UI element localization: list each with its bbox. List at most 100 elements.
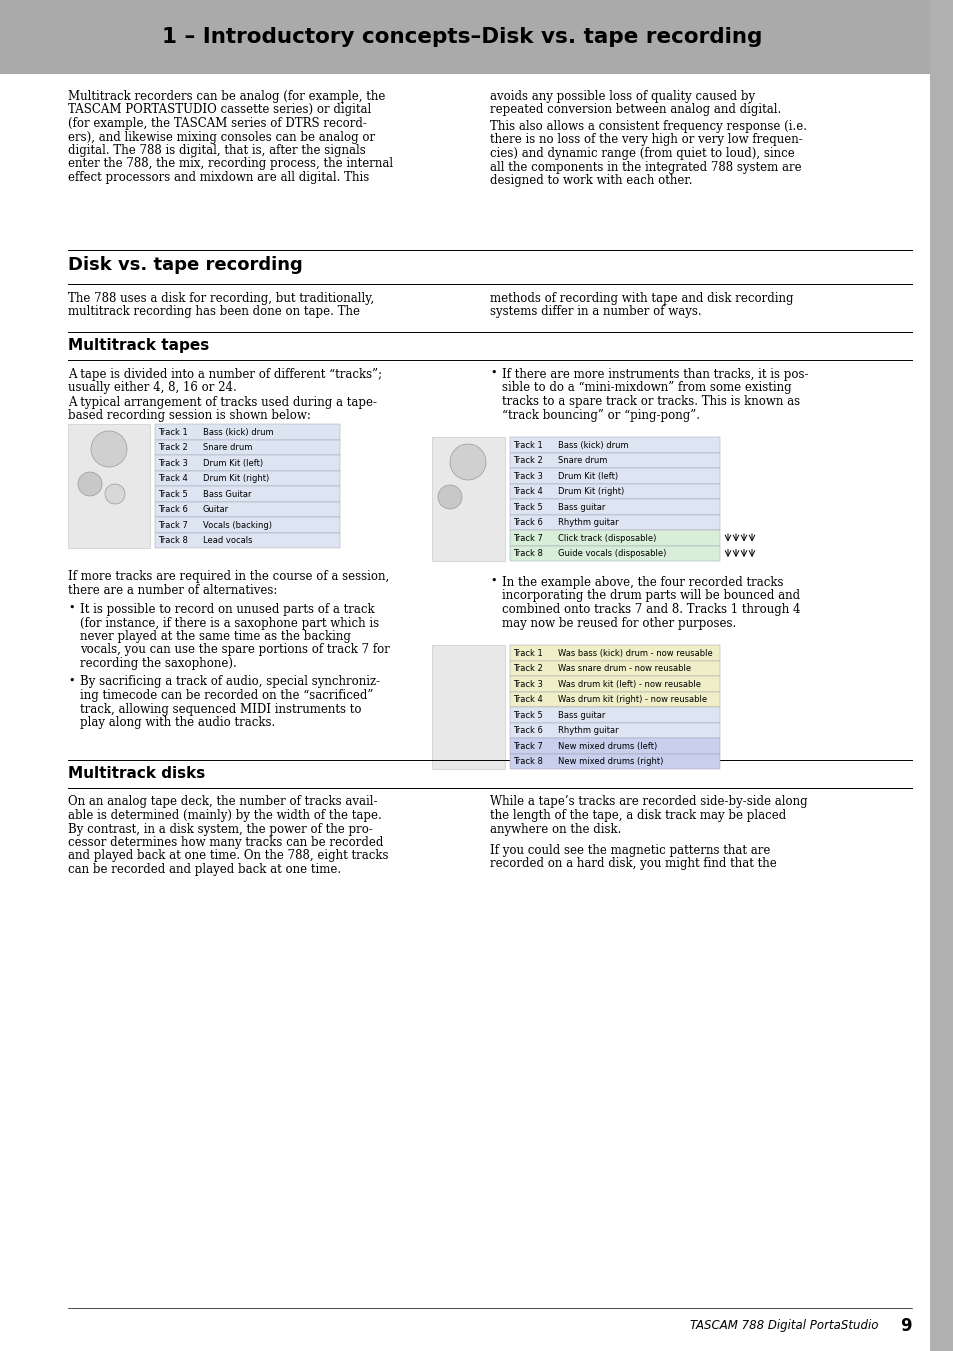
Bar (510, 499, 720, 515)
Text: In the example above, the four recorded tracks: In the example above, the four recorded … (501, 576, 782, 589)
Bar (510, 692, 720, 707)
Text: Bass Guitar: Bass Guitar (203, 490, 252, 499)
Text: 9: 9 (899, 1317, 911, 1335)
Text: avoids any possible loss of quality caused by: avoids any possible loss of quality caus… (490, 91, 755, 103)
Text: Disk vs. tape recording: Disk vs. tape recording (68, 255, 302, 274)
Text: If you could see the magnetic patterns that are: If you could see the magnetic patterns t… (490, 844, 770, 857)
Text: Drum Kit (left): Drum Kit (left) (203, 459, 263, 467)
Text: Bass guitar: Bass guitar (558, 503, 605, 512)
Text: Guitar: Guitar (203, 505, 229, 515)
Bar (154, 439, 339, 455)
Text: Track 5: Track 5 (513, 711, 542, 720)
Text: repeated conversion between analog and digital.: repeated conversion between analog and d… (490, 104, 781, 116)
Bar (154, 424, 339, 439)
Text: Guide vocals (disposable): Guide vocals (disposable) (558, 550, 666, 558)
Bar (510, 754, 720, 769)
Text: there are a number of alternatives:: there are a number of alternatives: (68, 584, 277, 597)
Text: Track 6: Track 6 (513, 727, 542, 735)
Text: (for example, the TASCAM series of DTRS record-: (for example, the TASCAM series of DTRS … (68, 118, 367, 130)
Text: cies) and dynamic range (from quiet to loud), since: cies) and dynamic range (from quiet to l… (490, 147, 794, 159)
Text: Track 2: Track 2 (513, 457, 542, 465)
Text: Track 7: Track 7 (513, 534, 542, 543)
Bar (510, 738, 720, 754)
Text: TASCAM 788 Digital PortaStudio: TASCAM 788 Digital PortaStudio (689, 1320, 878, 1332)
Bar (510, 676, 720, 692)
Bar (432, 436, 504, 561)
Text: Track 6: Track 6 (513, 519, 542, 527)
Text: Lead vocals: Lead vocals (203, 536, 253, 546)
Text: may now be reused for other purposes.: may now be reused for other purposes. (501, 616, 736, 630)
Bar (510, 707, 720, 723)
Text: can be recorded and played back at one time.: can be recorded and played back at one t… (68, 863, 341, 875)
Text: enter the 788, the mix, recording process, the internal: enter the 788, the mix, recording proces… (68, 158, 393, 170)
Text: Track 2: Track 2 (158, 443, 188, 453)
Text: Track 4: Track 4 (158, 474, 188, 484)
Bar (510, 453, 720, 467)
Text: Bass guitar: Bass guitar (558, 711, 605, 720)
Text: On an analog tape deck, the number of tracks avail-: On an analog tape deck, the number of tr… (68, 796, 377, 808)
Text: 1 – Introductory concepts–Disk vs. tape recording: 1 – Introductory concepts–Disk vs. tape … (162, 27, 761, 47)
Text: Track 4: Track 4 (513, 488, 542, 496)
Text: (for instance, if there is a saxophone part which is: (for instance, if there is a saxophone p… (80, 616, 378, 630)
Text: Track 5: Track 5 (158, 490, 188, 499)
Text: Was drum kit (right) - now reusable: Was drum kit (right) - now reusable (558, 696, 706, 704)
Text: Track 3: Track 3 (513, 471, 542, 481)
Circle shape (91, 431, 127, 467)
Text: multitrack recording has been done on tape. The: multitrack recording has been done on ta… (68, 305, 359, 319)
Text: tracks to a spare track or tracks. This is known as: tracks to a spare track or tracks. This … (501, 394, 800, 408)
Bar (154, 501, 339, 517)
Text: the length of the tape, a disk track may be placed: the length of the tape, a disk track may… (490, 809, 785, 821)
Text: A tape is divided into a number of different “tracks”;: A tape is divided into a number of diffe… (68, 367, 382, 381)
Text: able is determined (mainly) by the width of the tape.: able is determined (mainly) by the width… (68, 809, 381, 821)
Text: ers), and likewise mixing consoles can be analog or: ers), and likewise mixing consoles can b… (68, 131, 375, 143)
Circle shape (78, 471, 102, 496)
Bar (929, 0, 953, 1351)
Text: It is possible to record on unused parts of a track: It is possible to record on unused parts… (80, 603, 375, 616)
Bar (68, 424, 150, 549)
Text: Drum Kit (left): Drum Kit (left) (558, 471, 618, 481)
Text: Track 8: Track 8 (513, 758, 542, 766)
Text: Drum Kit (right): Drum Kit (right) (558, 488, 623, 496)
Bar (510, 484, 720, 499)
Bar (432, 644, 504, 769)
Text: all the components in the integrated 788 system are: all the components in the integrated 788… (490, 161, 801, 173)
Text: Rhythm guitar: Rhythm guitar (558, 519, 618, 527)
Text: methods of recording with tape and disk recording: methods of recording with tape and disk … (490, 292, 793, 305)
Bar (154, 517, 339, 532)
Text: Track 1: Track 1 (513, 440, 542, 450)
Text: •: • (490, 367, 496, 378)
Text: New mixed drums (left): New mixed drums (left) (558, 742, 657, 751)
Text: By sacrificing a track of audio, special synchroniz-: By sacrificing a track of audio, special… (80, 676, 379, 689)
Text: Was bass (kick) drum - now reusable: Was bass (kick) drum - now reusable (558, 648, 712, 658)
Text: play along with the audio tracks.: play along with the audio tracks. (80, 716, 275, 730)
Text: Track 7: Track 7 (158, 520, 188, 530)
Text: Bass (kick) drum: Bass (kick) drum (203, 428, 274, 436)
Text: Multitrack recorders can be analog (for example, the: Multitrack recorders can be analog (for … (68, 91, 385, 103)
Text: Snare drum: Snare drum (558, 457, 607, 465)
Text: Track 2: Track 2 (513, 665, 542, 673)
Text: there is no loss of the very high or very low frequen-: there is no loss of the very high or ver… (490, 134, 801, 146)
Text: track, allowing sequenced MIDI instruments to: track, allowing sequenced MIDI instrumen… (80, 703, 361, 716)
Text: Vocals (backing): Vocals (backing) (203, 520, 272, 530)
Text: designed to work with each other.: designed to work with each other. (490, 174, 692, 186)
Text: systems differ in a number of ways.: systems differ in a number of ways. (490, 305, 700, 319)
Circle shape (450, 444, 485, 480)
Bar (510, 723, 720, 738)
Text: vocals, you can use the spare portions of track 7 for: vocals, you can use the spare portions o… (80, 643, 390, 657)
Circle shape (105, 484, 125, 504)
Text: Was drum kit (left) - now reusable: Was drum kit (left) - now reusable (558, 680, 700, 689)
Text: Track 1: Track 1 (158, 428, 188, 436)
Text: digital. The 788 is digital, that is, after the signals: digital. The 788 is digital, that is, af… (68, 145, 365, 157)
Bar (0, 0, 929, 74)
Text: Track 4: Track 4 (513, 696, 542, 704)
Text: recorded on a hard disk, you might find that the: recorded on a hard disk, you might find … (490, 858, 776, 870)
Text: Track 8: Track 8 (158, 536, 188, 546)
Text: Track 6: Track 6 (158, 505, 188, 515)
Text: Track 7: Track 7 (513, 742, 542, 751)
Text: A typical arrangement of tracks used during a tape-: A typical arrangement of tracks used dur… (68, 396, 376, 409)
Bar (154, 455, 339, 470)
Text: Drum Kit (right): Drum Kit (right) (203, 474, 269, 484)
Text: based recording session is shown below:: based recording session is shown below: (68, 409, 311, 423)
Text: never played at the same time as the backing: never played at the same time as the bac… (80, 630, 351, 643)
Text: Track 3: Track 3 (513, 680, 542, 689)
